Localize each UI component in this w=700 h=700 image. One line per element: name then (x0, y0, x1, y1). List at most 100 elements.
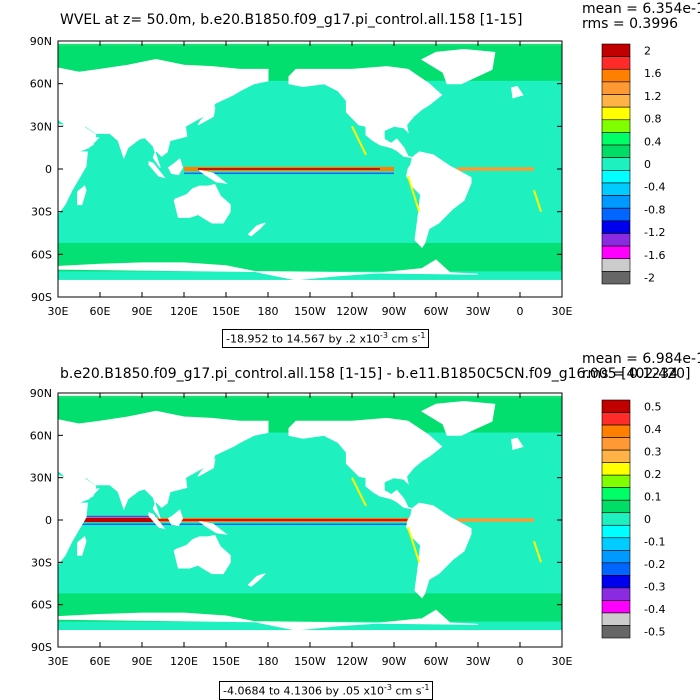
colorbar-swatch (601, 437, 631, 451)
colorbar-label: -0.2 (644, 558, 665, 571)
y-tick-label: 30S (31, 206, 52, 219)
y-tick-label: 0 (45, 514, 52, 527)
colorbar-label: -0.3 (644, 581, 665, 594)
colorbar-swatch (601, 170, 631, 184)
colorbar-label: 1.6 (644, 67, 662, 80)
bottom-range-label: -4.0684 to 4.1306 by .05 x10-3 cm s-1 (219, 681, 434, 700)
bottom-mean: mean = 6.984e-10 (582, 351, 700, 367)
land-mass-7 (15, 609, 479, 647)
x-tick-label: 180 (258, 305, 279, 318)
colorbar-swatch (601, 43, 631, 57)
land-mass-13 (511, 437, 524, 451)
land-mass-11 (199, 520, 228, 535)
colorbar-swatch (601, 412, 631, 426)
x-tick-label: 90W (382, 305, 407, 318)
land-mass-14 (247, 222, 266, 237)
colorbar-swatch (601, 550, 631, 564)
colorbar-label: 0 (644, 513, 651, 526)
colorbar-swatch (601, 144, 631, 158)
x-tick-label: 60E (90, 655, 111, 668)
colorbar-swatch (601, 220, 631, 234)
x-tick-label: 30E (48, 305, 69, 318)
y-tick-label: 30N (30, 472, 52, 485)
land-mass-8 (77, 536, 87, 556)
colorbar-swatch (601, 399, 631, 413)
land-mass-10 (148, 161, 166, 179)
colorbar-swatch (601, 600, 631, 614)
x-tick-label: 30E (552, 305, 573, 318)
colorbar-label: 1.2 (644, 90, 662, 103)
bottom-rms: rms = 0.1234 (582, 366, 679, 382)
y-tick-label: 60S (31, 599, 52, 612)
land-mass-9 (167, 158, 184, 176)
colorbar-label: -0.4 (644, 181, 665, 194)
colorbar-swatch (601, 56, 631, 70)
x-tick-label: 150E (212, 655, 240, 668)
x-tick-label: 0 (517, 305, 524, 318)
colorbar-swatch (601, 562, 631, 576)
colorbar-swatch (601, 575, 631, 589)
colorbar-label: -2 (644, 272, 655, 285)
top-panel-stats: mean = 6.354e-10 rms = 0.3996 (582, 2, 700, 32)
x-tick-label: 30W (466, 655, 491, 668)
top-map-chart: 30E 60E 90E 120E 150E 180 150W 120W 90W 60W 30W 0 30… (15, 35, 666, 318)
bottom-panel: b.e20.B1850.f09_g17.pi_control.all.158 [… (0, 350, 700, 700)
land-mass-9 (167, 509, 184, 527)
colorbar-swatch (601, 537, 631, 551)
colorbar-swatch (601, 524, 631, 539)
top-mean: mean = 6.354e-10 (582, 1, 700, 17)
land-mass-3 (288, 66, 443, 159)
x-tick-label: 180 (258, 655, 279, 668)
land-mass-12 (197, 458, 216, 477)
x-tick-label: 150W (294, 655, 326, 668)
colorbar-label: 0.8 (644, 113, 662, 126)
colorbar-swatch (601, 625, 631, 639)
land-mass-6 (173, 534, 231, 575)
colorbar-swatch (601, 94, 631, 108)
bottom-panel-stats: mean = 6.984e-10 rms = 0.1234 (582, 352, 700, 382)
colorbar-swatch (601, 182, 631, 196)
land-mass-6 (173, 184, 231, 224)
x-tick-label: 30W (466, 305, 491, 318)
x-tick-label: 60W (424, 655, 449, 668)
colorbar-swatch (601, 612, 631, 626)
x-tick-label: 120W (336, 655, 368, 668)
colorbar-swatch (601, 81, 631, 95)
land-mass-14 (247, 573, 266, 587)
x-tick-label: 90E (132, 655, 153, 668)
land-mass-10 (148, 512, 166, 530)
colorbar-swatch (601, 106, 631, 121)
colorbar-label: 0 (644, 158, 651, 171)
colorbar-label: -0.4 (644, 603, 665, 616)
colorbar-swatch (601, 207, 631, 222)
colorbar-swatch (601, 449, 631, 463)
land-mass-7 (15, 259, 479, 297)
y-tick-label: 30S (31, 556, 52, 569)
colorbar-label: 2 (644, 44, 651, 57)
colorbar-swatch (601, 587, 631, 601)
top-range-label: -18.952 to 14.567 by .2 x10-3 cm s-1 (222, 329, 430, 348)
land-mass-13 (511, 85, 524, 99)
colorbar-swatch (601, 258, 631, 272)
colorbar-label: -1.6 (644, 249, 665, 262)
colorbar-label: 0.4 (644, 423, 662, 436)
colorbar-label: 0.2 (644, 468, 662, 481)
x-tick-label: 90W (382, 655, 407, 668)
land-mass-8 (77, 185, 87, 206)
x-tick-label: 60W (424, 305, 449, 318)
land-mass-0 (0, 467, 88, 570)
colorbar-swatch (601, 195, 631, 209)
land-mass-2 (65, 125, 97, 153)
colorbar-label: 0.5 (644, 400, 662, 413)
bottom-map-chart: 30E 60E 90E 120E 150E 180 150W 120W 90W 60W 30W 0 30… (0, 387, 665, 668)
colorbar-label: -0.8 (644, 203, 665, 216)
land-mass-12 (197, 106, 216, 126)
colorbar-swatch (601, 132, 631, 146)
x-tick-label: 120E (170, 655, 198, 668)
colorbar-label: 0.4 (644, 135, 662, 148)
x-tick-label: 0 (517, 655, 524, 668)
x-tick-label: 30E (48, 655, 69, 668)
colorbar-label: -0.1 (644, 536, 665, 549)
y-tick-label: 60N (30, 78, 52, 91)
colorbar-swatch (601, 474, 631, 488)
